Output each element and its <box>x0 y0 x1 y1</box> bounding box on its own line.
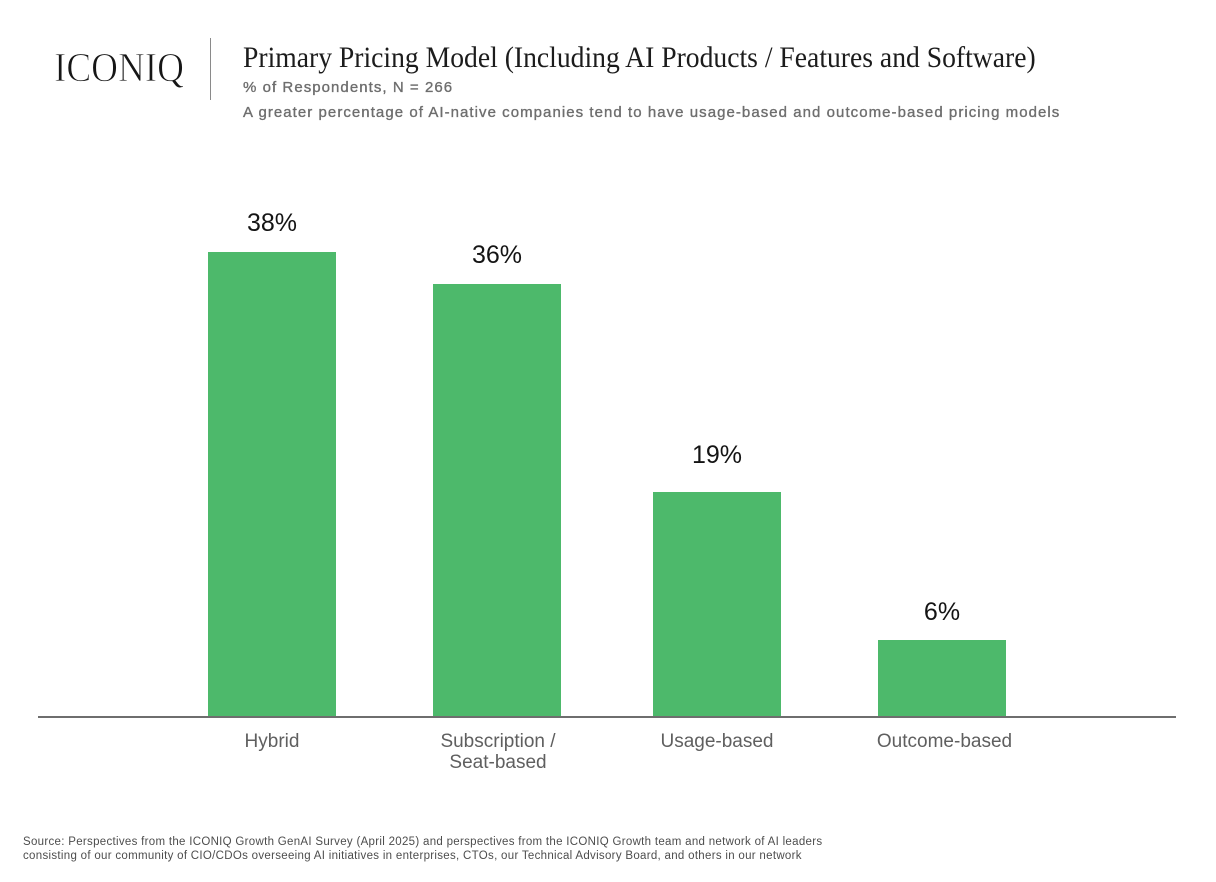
svg-text:ICONIQ: ICONIQ <box>54 44 184 90</box>
